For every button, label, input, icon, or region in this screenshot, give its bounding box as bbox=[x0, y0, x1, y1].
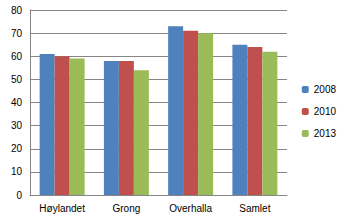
svg-text:Overhalla: Overhalla bbox=[169, 203, 212, 214]
svg-text:10: 10 bbox=[11, 166, 23, 177]
svg-text:80: 80 bbox=[11, 5, 23, 16]
svg-text:20: 20 bbox=[11, 143, 23, 154]
svg-text:30: 30 bbox=[11, 120, 23, 131]
svg-text:2010: 2010 bbox=[314, 106, 337, 117]
svg-text:40: 40 bbox=[11, 97, 23, 108]
svg-text:60: 60 bbox=[11, 51, 23, 62]
svg-text:Høylandet: Høylandet bbox=[39, 203, 85, 214]
svg-text:2013: 2013 bbox=[314, 128, 337, 139]
svg-text:Samlet: Samlet bbox=[239, 203, 270, 214]
svg-text:50: 50 bbox=[11, 74, 23, 85]
svg-text:2008: 2008 bbox=[314, 84, 337, 95]
svg-text:Grong: Grong bbox=[112, 203, 140, 214]
svg-text:0: 0 bbox=[16, 190, 22, 201]
svg-text:70: 70 bbox=[11, 28, 23, 39]
